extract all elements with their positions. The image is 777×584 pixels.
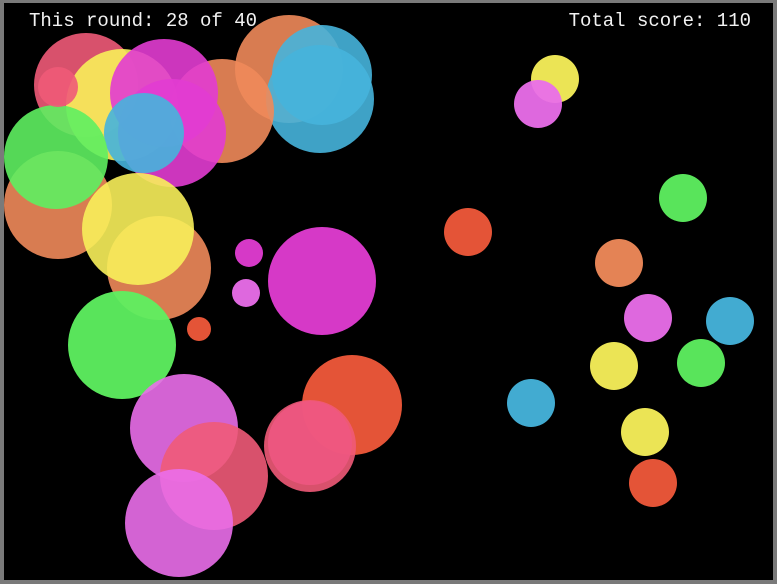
bubble-b22[interactable] [264, 400, 356, 492]
bubble-b19[interactable] [68, 291, 176, 399]
bubble-b15[interactable] [235, 239, 263, 267]
bubble-r5[interactable] [595, 239, 643, 287]
bubble-r10[interactable] [507, 379, 555, 427]
bubble-r6[interactable] [624, 294, 672, 342]
game-canvas[interactable]: This round: 28 of 40 Total score: 110 [4, 3, 773, 580]
bubble-r9[interactable] [677, 339, 725, 387]
bubble-b12[interactable] [4, 105, 108, 209]
bubble-b25[interactable] [125, 469, 233, 577]
bubble-b16[interactable] [232, 279, 260, 307]
bubble-b4[interactable] [266, 45, 374, 153]
bubble-r4[interactable] [444, 208, 492, 256]
bubble-r7[interactable] [706, 297, 754, 345]
bubble-scatter-right [444, 55, 754, 507]
bubble-b14[interactable] [38, 67, 78, 107]
bubbles-layer [4, 15, 754, 577]
bubble-b17[interactable] [187, 317, 211, 341]
bubble-b9[interactable] [104, 93, 184, 173]
bubble-r11[interactable] [621, 408, 669, 456]
bubble-r2[interactable] [514, 80, 562, 128]
bubble-b13[interactable] [82, 173, 194, 285]
bubble-r12[interactable] [629, 459, 677, 507]
total-score-text: Total score: 110 [568, 10, 751, 32]
bubble-cluster-left [4, 15, 402, 577]
round-status-text: This round: 28 of 40 [29, 10, 258, 32]
bubble-b18[interactable] [268, 227, 376, 335]
bubble-r3[interactable] [659, 174, 707, 222]
bubble-r8[interactable] [590, 342, 638, 390]
